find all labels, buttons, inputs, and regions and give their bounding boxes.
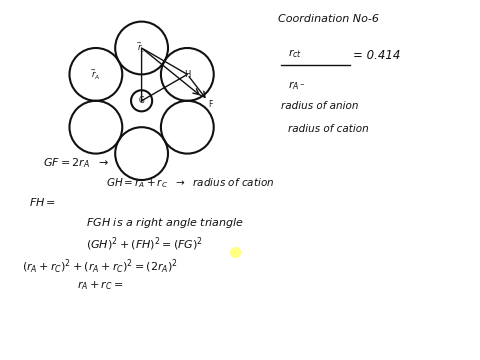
Text: F: F [208,100,213,109]
Text: $(r_A+r_C)^2 + (r_A+r_C)^2 = (2r_A)^2$: $(r_A+r_C)^2 + (r_A+r_C)^2 = (2r_A)^2$ [22,257,178,276]
Text: $GF = 2r_A$  $\rightarrow$: $GF = 2r_A$ $\rightarrow$ [43,157,109,170]
Text: $r_{A^-}$: $r_{A^-}$ [288,79,305,92]
Text: $r_A + r_C =$: $r_A + r_C =$ [77,279,123,292]
Text: radius of cation: radius of cation [288,124,369,134]
Text: Coordination No-6: Coordination No-6 [278,14,379,24]
Text: = 0.414: = 0.414 [353,49,400,62]
Text: $r_{ct}$: $r_{ct}$ [288,47,302,60]
Text: $FGH$ is a right angle triangle: $FGH$ is a right angle triangle [86,216,245,230]
Text: $GH = r_A + r_C$  $\rightarrow$  radius of cation: $GH = r_A + r_C$ $\rightarrow$ radius of… [106,176,274,190]
Text: $FH =$: $FH =$ [29,196,56,208]
Text: $\vec{r}_c$: $\vec{r}_c$ [137,41,146,55]
Text: H: H [184,70,191,79]
Text: $(GH)^2 + (FH)^2 = (FG)^2$: $(GH)^2 + (FH)^2 = (FG)^2$ [86,236,204,253]
Text: radius of anion: radius of anion [281,101,358,111]
Text: $\vec{r}_A$: $\vec{r}_A$ [91,67,100,82]
Text: G: G [139,96,144,105]
